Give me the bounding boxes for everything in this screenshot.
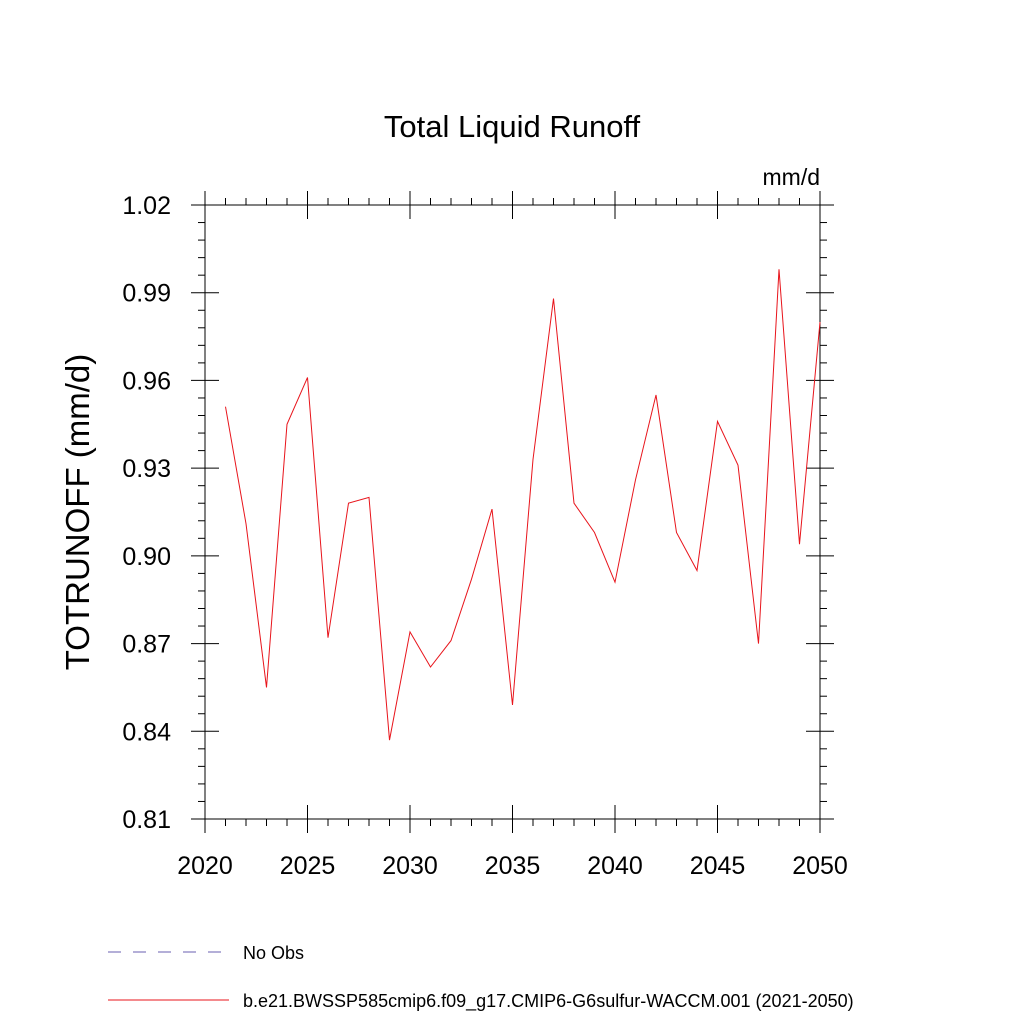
x-tick-label: 2040 bbox=[587, 852, 643, 880]
y-tick-label: 1.02 bbox=[122, 192, 171, 220]
x-tick-label: 2035 bbox=[485, 852, 541, 880]
legend-label: b.e21.BWSSP585cmip6.f09_g17.CMIP6-G6sulf… bbox=[243, 991, 854, 1012]
y-axis-label: TOTRUNOFF (mm/d) bbox=[59, 354, 96, 671]
series-line bbox=[225, 269, 821, 741]
series-layer bbox=[225, 269, 821, 741]
x-tick-label: 2020 bbox=[177, 852, 233, 880]
chart-title: Total Liquid Runoff bbox=[384, 109, 641, 144]
y-tick-label: 0.81 bbox=[122, 806, 171, 834]
y-tick-label: 0.99 bbox=[122, 280, 171, 308]
x-tick-label: 2025 bbox=[280, 852, 336, 880]
y-ticks: 0.81 0.84 0.87 0.90 0.93 0.96 0.99 1.02 bbox=[122, 192, 834, 834]
x-tick-label: 2045 bbox=[690, 852, 746, 880]
x-ticks: 2020 2025 2030 2035 2040 2045 2050 bbox=[177, 191, 848, 880]
legend-label: No Obs bbox=[243, 943, 304, 963]
y-tick-label: 0.93 bbox=[122, 455, 171, 483]
y-tick-label: 0.84 bbox=[122, 718, 171, 746]
units-label: mm/d bbox=[763, 164, 821, 190]
legend: No Obs b.e21.BWSSP585cmip6.f09_g17.CMIP6-… bbox=[108, 943, 854, 1012]
plot-frame bbox=[204, 204, 821, 820]
y-tick-label: 0.90 bbox=[122, 543, 171, 571]
x-tick-label: 2050 bbox=[792, 852, 848, 880]
y-tick-label: 0.87 bbox=[122, 631, 171, 659]
x-tick-label: 2030 bbox=[382, 852, 438, 880]
y-tick-label: 0.96 bbox=[122, 367, 171, 395]
